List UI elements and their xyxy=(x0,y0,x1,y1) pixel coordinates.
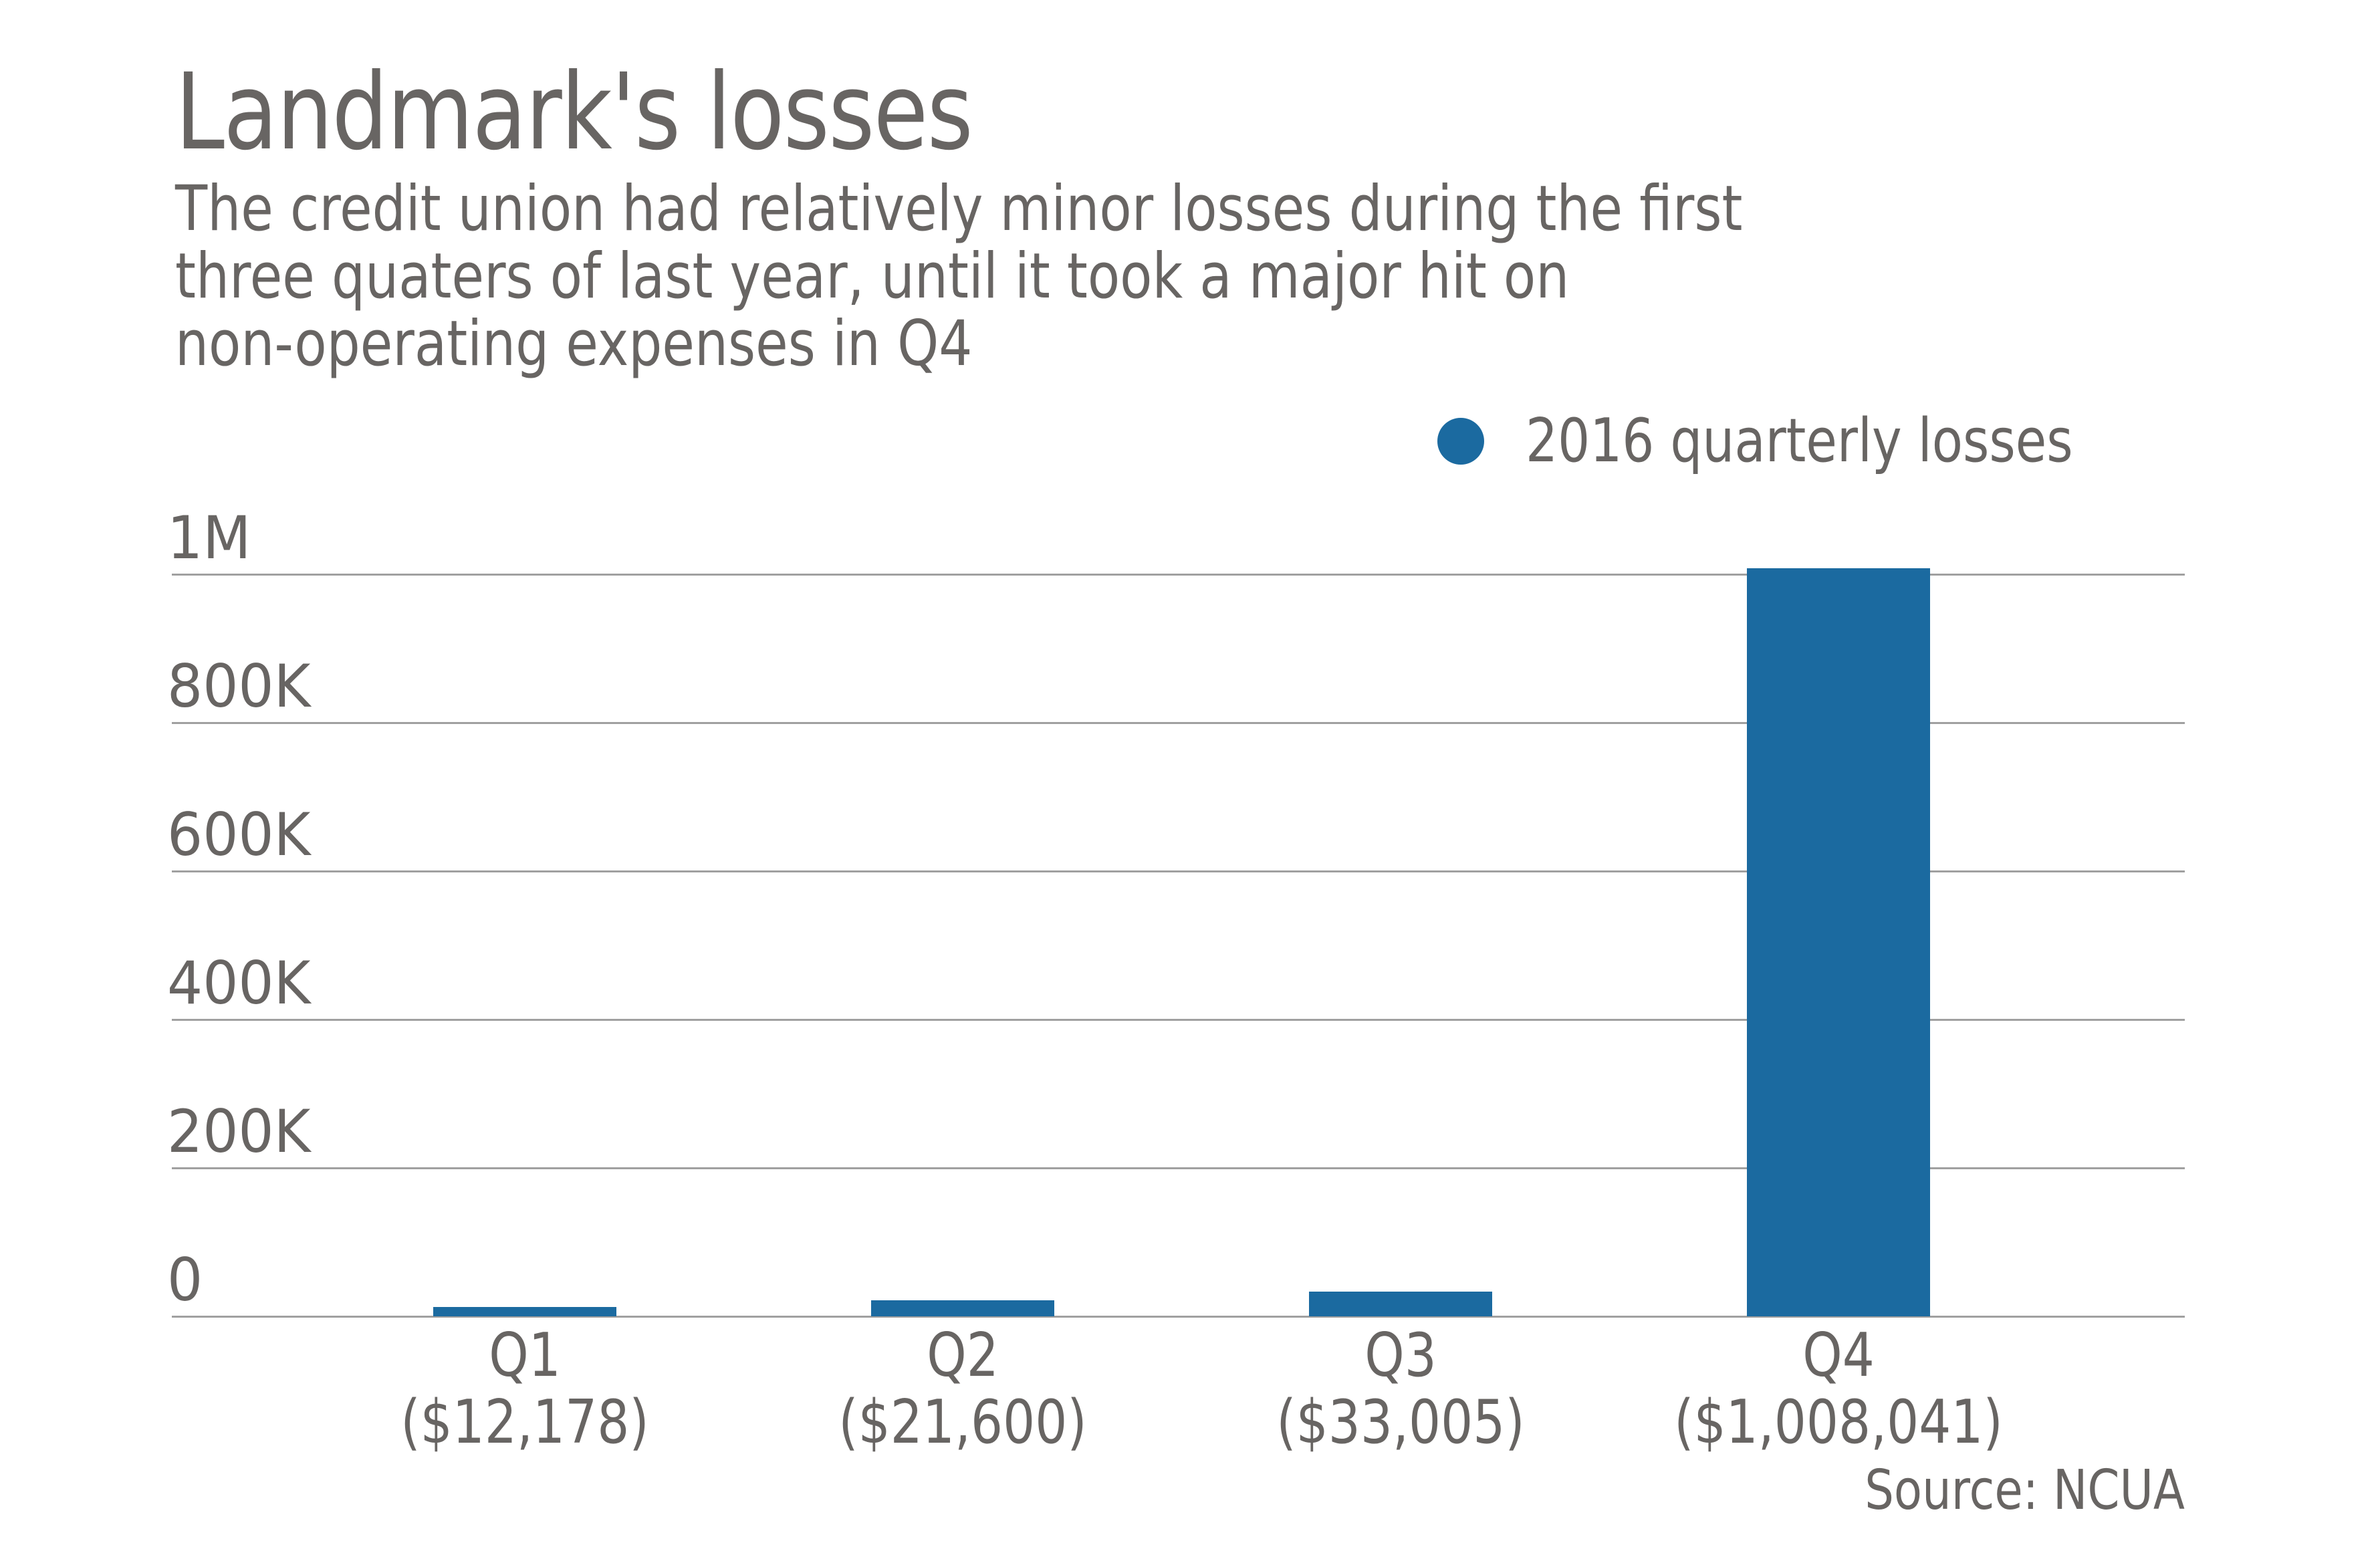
y-tick-label: 1M xyxy=(167,503,251,572)
chart-subtitle: The credit union had relatively minor lo… xyxy=(175,175,1742,378)
legend: 2016 quarterly losses xyxy=(1437,408,2177,475)
y-tick-label: 200K xyxy=(167,1097,311,1166)
y-tick-label: 800K xyxy=(167,652,311,721)
gridline-400k xyxy=(172,1019,2185,1021)
x-category-q2: Q2 ($21,600) xyxy=(729,1322,1197,1456)
gridline-1m xyxy=(172,574,2185,576)
category-value: ($21,600) xyxy=(838,1387,1087,1457)
bar-q2 xyxy=(871,1300,1054,1316)
x-category-q3: Q3 ($33,005) xyxy=(1167,1322,1635,1456)
legend-dot-icon xyxy=(1437,418,1484,465)
bar-q1 xyxy=(433,1307,616,1316)
category-label: Q1 xyxy=(489,1320,561,1391)
chart-title: Landmark's losses xyxy=(175,51,973,174)
gridline-200k xyxy=(172,1167,2185,1169)
y-tick-label: 400K xyxy=(167,949,311,1018)
x-category-q1: Q1 ($12,178) xyxy=(291,1322,759,1456)
gridline-800k xyxy=(172,722,2185,724)
bar-q4 xyxy=(1747,568,1930,1316)
bar-q3 xyxy=(1309,1292,1492,1316)
y-tick-label: 600K xyxy=(167,800,311,869)
category-label: Q4 xyxy=(1802,1320,1875,1391)
category-label: Q3 xyxy=(1364,1320,1437,1391)
x-axis-baseline xyxy=(172,1316,2185,1318)
gridline-600k xyxy=(172,870,2185,872)
subtitle-line: three quaters of last year, until it too… xyxy=(175,240,1570,313)
category-value: ($12,178) xyxy=(400,1387,649,1457)
source-note: Source: NCUA xyxy=(1865,1459,2185,1522)
legend-label: 2016 quarterly losses xyxy=(1526,406,2073,476)
category-value: ($1,008,041) xyxy=(1674,1387,2003,1457)
x-category-q4: Q4 ($1,008,041) xyxy=(1604,1322,2072,1456)
subtitle-line: non-operating expenses in Q4 xyxy=(175,308,973,380)
subtitle-line: The credit union had relatively minor lo… xyxy=(175,172,1743,245)
category-value: ($33,005) xyxy=(1276,1387,1525,1457)
category-label: Q2 xyxy=(927,1320,999,1391)
y-tick-label: 0 xyxy=(167,1245,203,1314)
